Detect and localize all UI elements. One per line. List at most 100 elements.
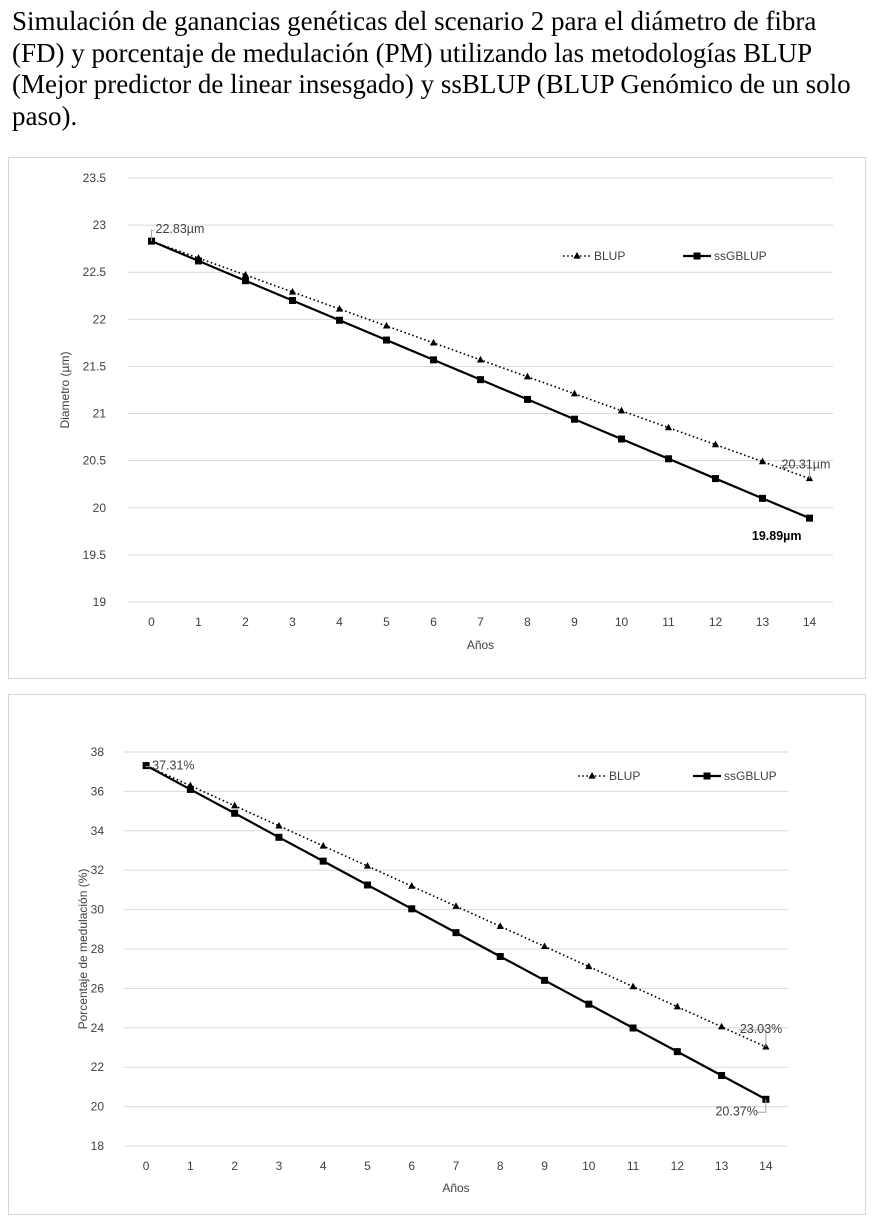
ssgblup-point	[665, 455, 672, 463]
legend-marker-ssgblup	[693, 252, 701, 260]
ssgblup-point	[408, 905, 416, 913]
blup-point	[319, 841, 327, 849]
legend-label-ssgblup: ssGBLUP	[714, 249, 767, 263]
x-tick-label: 5	[364, 1159, 371, 1173]
x-tick-label: 2	[242, 615, 249, 629]
ssgblup-point	[319, 857, 327, 865]
y-tick-label: 24	[91, 1021, 105, 1035]
annotation-leader	[151, 229, 155, 242]
ssgblup-point	[195, 257, 202, 265]
x-tick-label: 0	[148, 615, 155, 629]
x-tick-label: 9	[571, 615, 578, 629]
y-tick-label: 18	[91, 1139, 105, 1153]
x-tick-label: 5	[383, 615, 390, 629]
x-tick-label: 3	[289, 615, 296, 629]
ssgblup-point	[336, 316, 343, 324]
data-label: 20.37%	[715, 1104, 757, 1118]
y-tick-label: 28	[91, 942, 105, 956]
y-tick-label: 22	[93, 312, 107, 326]
data-label: 20.31µm	[782, 458, 831, 472]
x-tick-label: 11	[627, 1159, 640, 1173]
ssgblup-point	[477, 376, 484, 384]
x-tick-label: 13	[715, 1159, 729, 1173]
ssgblup-point	[242, 277, 249, 285]
blup-point	[617, 406, 626, 414]
blup-point	[452, 902, 460, 909]
ssgblup-point	[806, 514, 813, 522]
ssgblup-point	[524, 395, 531, 403]
blup-point	[382, 321, 391, 329]
x-tick-label: 2	[231, 1159, 238, 1173]
y-tick-label: 23.5	[83, 171, 107, 185]
blup-point	[241, 271, 250, 278]
legend-marker-blup	[573, 252, 581, 259]
ssgblup-point	[430, 356, 437, 364]
data-label: 23.03%	[740, 1022, 782, 1036]
x-tick-label: 10	[615, 615, 629, 629]
annotation-leader	[756, 1099, 767, 1113]
blup-point	[476, 355, 485, 363]
ssgblup-point	[363, 881, 371, 889]
blup-point	[758, 457, 767, 465]
y-tick-label: 22.5	[83, 265, 107, 279]
ssgblup-point	[452, 929, 460, 937]
x-tick-label: 4	[320, 1159, 327, 1173]
x-tick-label: 14	[803, 615, 817, 629]
x-tick-label: 11	[662, 615, 675, 629]
y-tick-label: 21	[93, 407, 107, 421]
y-tick-label: 22	[91, 1060, 105, 1074]
x-axis-title: Años	[442, 1181, 469, 1195]
y-tick-label: 32	[91, 863, 105, 877]
blup-point	[570, 389, 579, 397]
x-tick-label: 6	[430, 615, 437, 629]
x-tick-label: 6	[408, 1159, 415, 1173]
blup-point	[231, 801, 239, 809]
ssgblup-point	[383, 336, 390, 344]
y-tick-label: 19.5	[83, 548, 107, 562]
y-tick-label: 21.5	[83, 359, 107, 373]
blup-point	[718, 1022, 726, 1030]
blup-point	[629, 982, 637, 990]
y-tick-label: 20.5	[83, 454, 107, 468]
blup-point	[288, 288, 297, 295]
diameter-chart-frame: 19 19.5 20 20.5 21 21.5 22 22.5 23 23.5 0 1 2 3 4 5 6 7 8 9…	[8, 157, 866, 679]
blup-point	[540, 942, 549, 950]
y-tick-label: 30	[91, 903, 105, 917]
x-tick-label: 12	[671, 1159, 685, 1173]
x-tick-label: 9	[541, 1159, 548, 1173]
annotation-leader	[738, 1029, 767, 1047]
annotation-leader	[145, 765, 152, 768]
x-tick-label: 0	[143, 1159, 150, 1173]
figure-caption: Simulación de ganancias genéticas del sc…	[12, 6, 851, 131]
blup-point	[335, 304, 344, 312]
blup-point	[429, 338, 438, 346]
x-tick-label: 4	[336, 615, 343, 629]
blup-point	[275, 821, 283, 829]
blup-point	[496, 922, 504, 929]
data-label: 37.31%	[152, 759, 194, 773]
ssgblup-point	[186, 785, 194, 793]
x-tick-label: 7	[477, 615, 484, 629]
ssgblup-point	[496, 952, 504, 960]
y-tick-label: 20	[91, 1100, 105, 1114]
ssgblup-point	[289, 296, 296, 304]
blup-point	[585, 962, 593, 970]
legend-marker-ssgblup	[703, 772, 711, 780]
data-label: 22.83µm	[156, 222, 205, 236]
annotation-leader	[780, 465, 810, 479]
x-tick-label: 10	[582, 1159, 596, 1173]
blup-point	[673, 1002, 681, 1010]
blup-point	[408, 882, 416, 889]
ssgblup-point	[541, 976, 549, 984]
legend-label-ssgblup: ssGBLUP	[724, 769, 777, 783]
x-tick-label: 14	[759, 1159, 773, 1173]
x-tick-label: 8	[497, 1159, 504, 1173]
y-tick-label: 38	[91, 745, 105, 759]
legend-marker-blup	[588, 772, 596, 779]
legend-label-blup: BLUP	[609, 769, 640, 783]
y-tick-label: 23	[93, 218, 107, 232]
ssgblup-point	[275, 833, 283, 841]
blup-point	[523, 372, 532, 380]
